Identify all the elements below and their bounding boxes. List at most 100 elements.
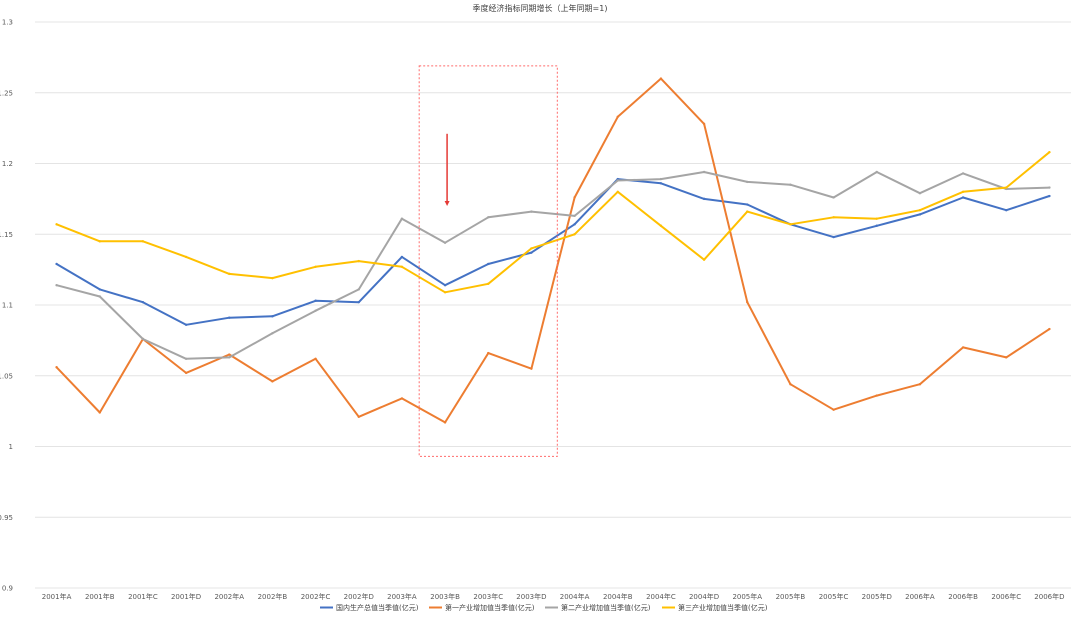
grid	[35, 21, 1071, 589]
x-axis: 2001年A 2001年B 2001年C 2001年D 2002年A 2002年B 2002…	[42, 592, 1065, 601]
data-point	[918, 213, 922, 216]
data-point	[487, 262, 490, 266]
data-point	[271, 276, 274, 280]
y-tick-label: 0.95	[0, 514, 13, 522]
series-line	[55, 178, 1051, 326]
data-point	[1048, 194, 1051, 198]
data-point	[530, 247, 533, 250]
data-point	[573, 214, 576, 218]
data-point	[789, 223, 792, 226]
legend-item: 第三产业增加值当季值(亿元)	[662, 603, 768, 612]
y-tick-label: 1.1	[2, 302, 13, 310]
data-point	[228, 316, 231, 319]
series-group-3	[55, 170, 1051, 360]
data-point	[141, 337, 145, 341]
data-point	[961, 172, 965, 175]
data-point	[659, 182, 663, 185]
y-tick-label: 0.9	[2, 585, 13, 593]
data-point	[746, 180, 749, 184]
data-point	[702, 122, 706, 126]
data-point	[443, 291, 447, 294]
annotations	[418, 65, 558, 457]
data-point	[746, 203, 749, 206]
x-tick-label: 2001年C	[128, 592, 158, 601]
y-tick-label: 1.2	[2, 160, 13, 168]
series-group	[55, 77, 1051, 424]
data-point	[400, 217, 404, 220]
data-point	[530, 251, 533, 254]
data-point	[487, 282, 490, 285]
data-point	[702, 197, 706, 201]
data-point	[357, 300, 360, 304]
data-point	[961, 196, 965, 199]
x-tick-label: 2001年A	[42, 592, 72, 601]
series-line	[55, 151, 1051, 294]
data-point	[616, 115, 619, 119]
x-tick-label: 2006年C	[991, 592, 1021, 601]
data-point	[487, 351, 490, 355]
data-point	[832, 196, 835, 199]
legend-item: 第二产业增加值当季值(亿元)	[545, 603, 651, 612]
x-tick-label: 2002年A	[214, 592, 244, 601]
data-point	[530, 210, 533, 213]
data-point	[573, 233, 576, 236]
data-point	[98, 288, 101, 291]
data-point	[314, 309, 317, 312]
data-point	[314, 299, 317, 302]
arrow-head	[444, 200, 450, 206]
series-line	[55, 171, 1051, 360]
chart-title: 季度经济指标同期增长（上年同期=1)	[473, 3, 608, 13]
data-point	[357, 415, 360, 418]
x-tick-label: 2002年C	[301, 592, 331, 601]
x-tick-label: 2006年A	[905, 592, 935, 601]
data-point	[659, 177, 663, 181]
x-tick-label: 2006年B	[948, 592, 978, 601]
data-point	[314, 357, 317, 360]
data-point	[271, 380, 274, 383]
y-tick-label: 1.3	[2, 19, 13, 27]
data-point	[314, 265, 317, 268]
data-point	[400, 255, 404, 259]
data-point	[573, 196, 576, 199]
x-tick-label: 2005年B	[776, 592, 806, 601]
data-point	[1005, 356, 1008, 359]
data-point	[875, 394, 878, 397]
y-tick-label: 1.05	[0, 372, 13, 380]
data-point	[98, 411, 101, 414]
data-point	[357, 288, 360, 291]
data-point	[659, 224, 663, 227]
data-point	[616, 190, 619, 193]
data-point	[271, 332, 274, 335]
x-tick-label: 2004年C	[646, 592, 676, 601]
data-point	[832, 408, 835, 411]
data-point	[573, 223, 576, 226]
data-point	[55, 223, 58, 226]
data-point	[357, 259, 360, 263]
x-tick-label: 2004年A	[560, 592, 590, 601]
x-tick-label: 2003年C	[473, 592, 503, 601]
x-tick-label: 2004年D	[689, 592, 719, 601]
data-point	[228, 272, 231, 276]
x-tick-label: 2005年D	[862, 592, 892, 601]
y-axis: 0.9 0.95 1 1.05 1.1 1.15 1.2 1.25 1.3	[0, 19, 13, 593]
x-tick-label: 2001年D	[171, 592, 201, 601]
legend: 国内生产总值当季值(亿元) 第一产业增加值当季值(亿元) 第二产业增加值当季值(亿元…	[320, 603, 768, 612]
data-point	[271, 315, 274, 318]
legend-label: 国内生产总值当季值(亿元)	[336, 603, 419, 612]
x-tick-label: 2006年D	[1034, 592, 1064, 601]
data-point	[530, 367, 533, 370]
data-point	[961, 190, 965, 193]
x-tick-label: 2002年D	[344, 592, 374, 601]
y-tick-label: 1.25	[0, 89, 13, 97]
data-point	[659, 77, 663, 80]
x-tick-label: 2002年B	[258, 592, 288, 601]
legend-label: 第二产业增加值当季值(亿元)	[561, 603, 651, 612]
data-point	[702, 170, 706, 174]
data-point	[875, 170, 878, 174]
legend-label: 第三产业增加值当季值(亿元)	[678, 603, 768, 612]
data-point	[184, 357, 188, 360]
data-point	[400, 397, 404, 400]
data-point	[55, 283, 58, 287]
data-point	[746, 300, 749, 304]
data-point	[98, 240, 101, 243]
